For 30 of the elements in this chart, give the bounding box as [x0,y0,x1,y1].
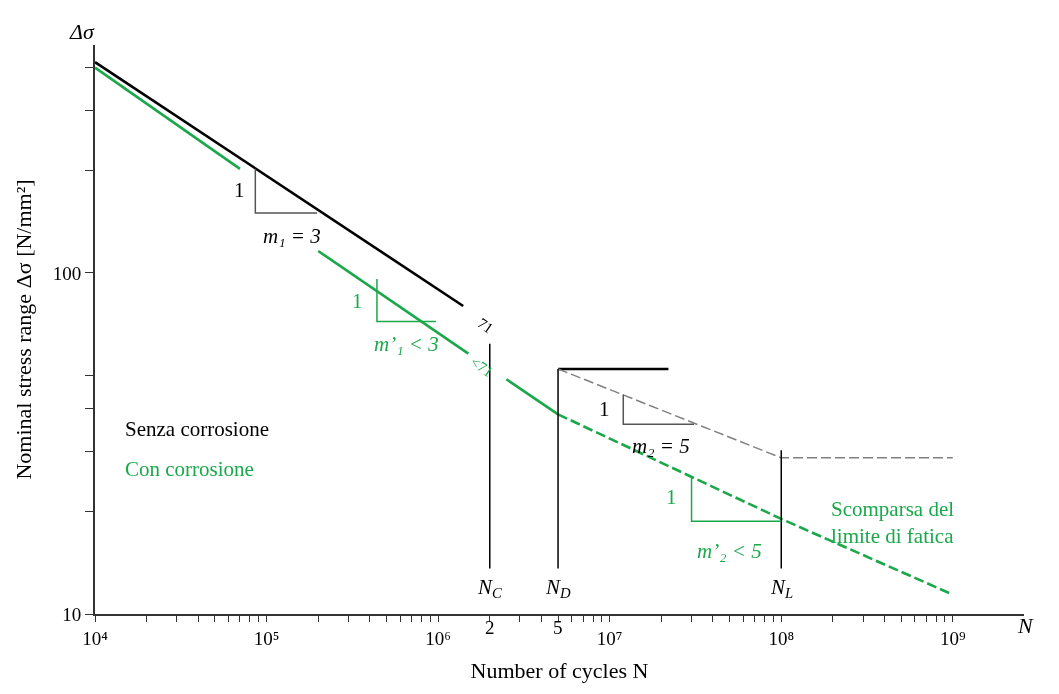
annotation: m’₂ < 5 [697,539,762,563]
annotation: 1 [666,485,677,509]
x-tick-label: 10⁴ [82,627,109,649]
x-axis-title: Number of cycles N [470,658,649,684]
x-tick-label: 10⁸ [768,627,795,649]
y-tick-label: 10 [62,603,82,625]
annotation: m₂ = 5 [632,434,690,458]
y-axis-title: Nominal stress range Δσ [N/mm²] [11,179,36,480]
annotation: 1 [352,289,363,313]
annotation: 1 [599,397,610,421]
text: 5 [553,617,563,638]
annotation: <71 [467,353,496,381]
annotation: Con corrosione [125,457,254,481]
annotation: N [1017,613,1034,638]
annotation: Scomparsa del limite di fatica [831,497,955,549]
annotation: N$_{L}$ [770,575,794,602]
y-tick-label: 100 [52,262,82,284]
annotation: Senza corrosione [125,417,270,441]
annotation: m’₁ < 3 [374,332,439,356]
text: Δσ [69,19,95,44]
x-tick-label: 10⁹ [940,627,966,649]
annotation: N$_{D}$ [545,575,572,602]
x-tick-label: 10⁷ [596,627,623,649]
x-tick-label: 10⁶ [425,627,451,649]
text: 2 [485,617,495,638]
annotation: 71 [474,314,497,337]
annotation: m₁ = 3 [263,224,321,248]
annotation: N$_{C}$ [477,575,503,602]
annotation: 1 [234,178,245,202]
x-tick-label: 10⁵ [253,627,280,649]
